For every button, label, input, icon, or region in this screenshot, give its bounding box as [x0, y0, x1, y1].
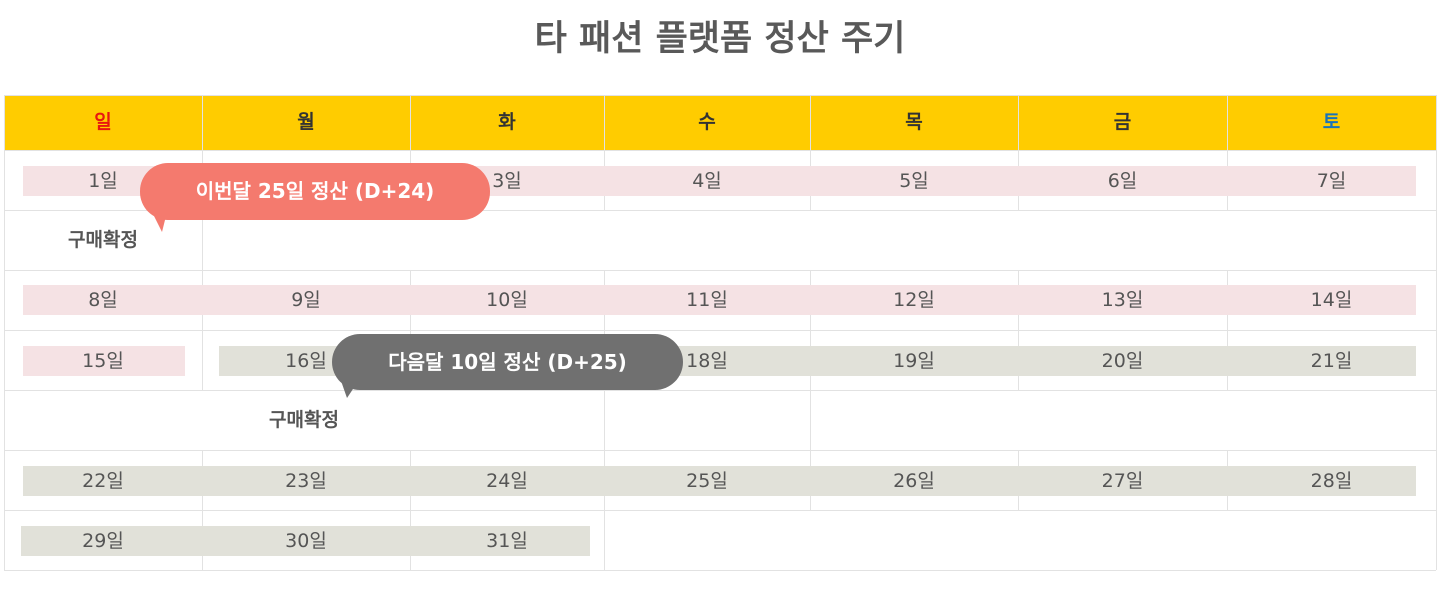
grid-line [4, 270, 5, 330]
day-label: 25일 [686, 470, 728, 492]
day-label: 14일 [1310, 289, 1353, 311]
grid-line [1018, 95, 1019, 150]
day-label: 30일 [285, 530, 327, 552]
grid-line [4, 270, 1436, 271]
weekday-label: 토 [1322, 111, 1341, 133]
day-label: 11일 [686, 289, 728, 311]
grid-line [4, 210, 1436, 211]
grid-line [4, 390, 5, 450]
day-label: 31일 [486, 530, 528, 552]
day-label: 24일 [486, 470, 528, 492]
grid-line [4, 390, 1436, 391]
day-label: 26일 [893, 470, 935, 492]
grid-line [1436, 270, 1437, 330]
day-strip [23, 466, 1416, 496]
grid-line [1227, 95, 1228, 150]
grid-line [4, 570, 1436, 571]
day-label: 28일 [1310, 470, 1353, 492]
grid-line [604, 95, 605, 150]
day-label: 13일 [1101, 289, 1144, 311]
grid-line [1436, 510, 1437, 570]
day-label: 4일 [692, 170, 722, 192]
grid-line [4, 330, 1436, 331]
day-label: 6일 [1107, 170, 1138, 192]
day-label: 18일 [686, 350, 728, 372]
grid-line [4, 510, 5, 570]
grid-line [410, 95, 411, 150]
grid-line [1436, 450, 1437, 510]
day-label: 3일 [492, 170, 522, 192]
grid-line [604, 510, 605, 570]
grid-line [202, 95, 203, 150]
grid-line [1436, 95, 1437, 150]
grid-line [1436, 390, 1437, 450]
grid-line [4, 95, 1436, 96]
purchase-confirm: 구매확정 [68, 229, 138, 251]
grid-line [4, 450, 5, 510]
grid-line [604, 390, 605, 450]
day-label: 7일 [1316, 170, 1347, 192]
grid-line [4, 510, 1436, 511]
weekday-label: 월 [297, 111, 315, 133]
day-label: 23일 [285, 470, 327, 492]
weekday-label: 금 [1113, 111, 1132, 133]
grid-line [4, 150, 5, 210]
grid-line [810, 390, 811, 450]
grid-line [202, 330, 203, 390]
weekday-label: 화 [498, 111, 516, 133]
weekday-label: 수 [698, 111, 716, 133]
day-label: 21일 [1310, 350, 1353, 372]
day-label: 12일 [893, 289, 935, 311]
title: 타 패션 플랫폼 정산 주기 [534, 19, 906, 59]
day-strip [21, 526, 590, 556]
grid-line [4, 95, 5, 150]
grid-line [1436, 210, 1437, 270]
callout: 다음달 10일 정산 (D+25) [332, 334, 683, 390]
weekday-label: 목 [905, 111, 923, 133]
grid-line [1436, 150, 1437, 210]
day-strip [23, 285, 1416, 315]
day-label: 10일 [486, 289, 528, 311]
grid-line [810, 95, 811, 150]
day-label: 27일 [1101, 470, 1144, 492]
grid-line [1436, 330, 1437, 390]
grid-line [4, 150, 1436, 151]
grid-line [4, 330, 5, 390]
day-label: 1일 [88, 170, 118, 192]
day-label: 29일 [82, 530, 124, 552]
day-label: 19일 [893, 350, 935, 372]
day-label: 15일 [82, 350, 124, 372]
day-label: 8일 [88, 289, 118, 311]
header-row [4, 95, 1436, 150]
callout: 이번달 25일 정산 (D+24) [140, 163, 490, 220]
weekday-label: 일 [94, 111, 112, 133]
day-strip [23, 346, 185, 376]
day-label: 20일 [1101, 350, 1144, 372]
day-label: 16일 [285, 350, 327, 372]
grid-line [202, 210, 203, 270]
day-label: 9일 [291, 289, 321, 311]
purchase-confirm: 구매확정 [269, 409, 339, 431]
day-label: 5일 [899, 170, 929, 192]
day-label: 22일 [82, 470, 124, 492]
grid-line [4, 450, 1436, 451]
grid-line [4, 210, 5, 270]
